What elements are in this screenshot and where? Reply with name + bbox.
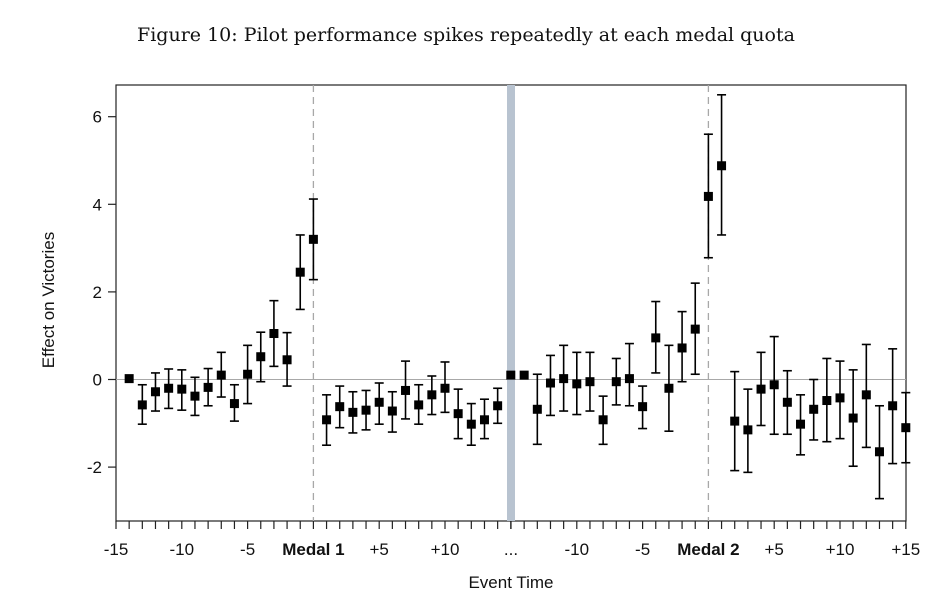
data-point <box>269 329 279 339</box>
data-point <box>572 379 582 389</box>
data-point <box>703 191 713 201</box>
data-point <box>861 390 871 400</box>
data-point <box>427 390 437 400</box>
y-tick-label: 0 <box>93 371 102 390</box>
x-tick-label: -5 <box>635 540 650 559</box>
data-point <box>335 402 345 412</box>
data-point <box>177 384 187 394</box>
y-axis: -2 0 2 4 6 <box>87 108 116 477</box>
data-point <box>835 393 845 403</box>
data-point <box>282 355 292 365</box>
data-point <box>348 407 358 417</box>
data-point <box>322 415 332 425</box>
data-point <box>414 400 424 410</box>
y-tick-label: 4 <box>93 195 102 214</box>
data-point <box>888 401 898 411</box>
data-point <box>519 370 529 380</box>
data-point <box>545 378 555 388</box>
x-tick-label: Medal 2 <box>677 540 739 559</box>
x-tick-label: -10 <box>170 540 195 559</box>
x-tick-label: +10 <box>431 540 460 559</box>
data-point <box>796 419 806 429</box>
data-point <box>559 374 569 384</box>
data-point <box>374 397 384 407</box>
x-tick-label: ... <box>504 540 518 559</box>
data-point <box>229 399 239 409</box>
x-tick-label: +15 <box>891 540 920 559</box>
x-tick-label: Medal 1 <box>282 540 344 559</box>
x-tick-label: -5 <box>240 540 255 559</box>
data-point <box>453 409 463 419</box>
data-point <box>401 385 411 395</box>
data-point <box>124 374 134 384</box>
data-point <box>440 383 450 393</box>
data-point <box>874 447 884 457</box>
data-point <box>769 380 779 390</box>
data-point <box>822 396 832 406</box>
reference-lines <box>116 85 906 521</box>
y-tick-label: 6 <box>93 108 102 127</box>
data-point <box>466 419 476 429</box>
data-point <box>295 267 305 277</box>
data-point <box>216 370 226 380</box>
data-point <box>756 384 766 394</box>
data-point <box>190 391 200 401</box>
x-tick-label: -10 <box>565 540 590 559</box>
data-point <box>479 415 489 425</box>
x-tick-label: -15 <box>104 540 129 559</box>
data-point <box>256 352 266 362</box>
data-point <box>690 324 700 334</box>
x-tick-label: +10 <box>826 540 855 559</box>
data-point <box>809 404 819 414</box>
data-point <box>506 370 516 380</box>
data-points <box>124 94 911 500</box>
chart-title: Figure 10: Pilot performance spikes repe… <box>137 24 795 46</box>
x-axis-title: Event Time <box>468 573 553 592</box>
data-point <box>717 161 727 171</box>
data-point <box>848 413 858 423</box>
x-tick-label: +5 <box>765 540 784 559</box>
data-point <box>651 333 661 343</box>
data-point <box>137 400 147 410</box>
data-point <box>361 405 371 415</box>
data-point <box>164 383 174 393</box>
data-point <box>624 374 634 384</box>
data-point <box>243 369 253 379</box>
y-tick-label: 2 <box>93 283 102 302</box>
data-point <box>308 234 318 244</box>
data-point <box>677 343 687 353</box>
data-point <box>638 402 648 412</box>
data-point <box>782 397 792 407</box>
separator-band <box>507 85 515 521</box>
data-point <box>730 416 740 426</box>
x-axis: -15 -10 -5 Medal 1 +5 +10... -10 -5 Medal 2 +5 +10… <box>104 521 920 559</box>
data-point <box>150 387 160 397</box>
data-point <box>387 406 397 416</box>
y-axis-title: Effect on Victories <box>39 232 58 368</box>
data-point <box>493 401 503 411</box>
data-point <box>203 382 213 392</box>
data-point <box>585 377 595 387</box>
data-point <box>598 415 608 425</box>
data-point <box>532 404 542 414</box>
data-point <box>664 383 674 393</box>
x-tick-label: +5 <box>370 540 389 559</box>
data-point <box>611 377 621 387</box>
y-tick-label: -2 <box>87 458 102 477</box>
data-point <box>901 423 911 433</box>
data-point <box>743 425 753 435</box>
